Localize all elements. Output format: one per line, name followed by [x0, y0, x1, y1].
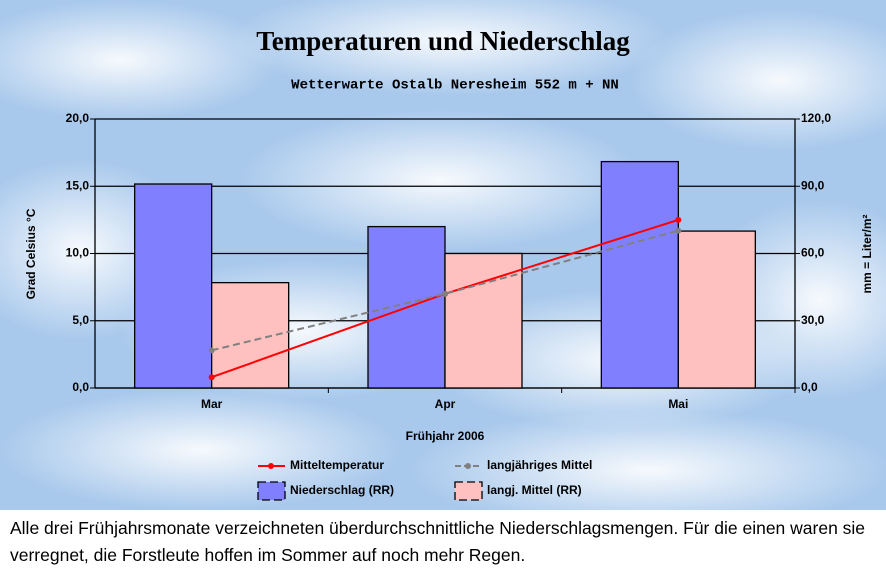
legend-marker	[465, 463, 471, 469]
legend-swatch	[258, 482, 285, 500]
y-tick-label: 5,0	[72, 313, 89, 327]
legend-label: langjähriges Mittel	[487, 458, 592, 472]
bar	[135, 184, 212, 388]
y2-tick-label: 60,0	[801, 246, 825, 260]
legend-label: langj. Mittel (RR)	[487, 483, 582, 497]
chart-subtitle: Wetterwarte Ostalb Neresheim 552 m + NN	[291, 78, 619, 94]
caption: Alle drei Frühjahrsmonate verzeichneten …	[10, 515, 880, 569]
line-marker	[442, 291, 448, 297]
y-tick-label: 15,0	[66, 178, 90, 192]
x-tick-label: Apr	[435, 397, 456, 411]
x-axis-title: Frühjahr 2006	[406, 429, 485, 443]
page: Temperaturen und Niederschlag Wetterwart…	[0, 0, 886, 569]
chart: Temperaturen und Niederschlag Wetterwart…	[0, 0, 886, 510]
legend-swatch	[455, 482, 482, 500]
line-marker	[209, 347, 215, 353]
y-tick-label: 20,0	[66, 111, 90, 125]
line-marker	[675, 228, 681, 234]
y2-tick-label: 120,0	[801, 111, 831, 125]
y2-tick-label: 30,0	[801, 313, 825, 327]
bar	[678, 231, 755, 388]
x-tick-label: Mai	[668, 397, 688, 411]
y-tick-label: 0,0	[72, 380, 89, 394]
chart-title: Temperaturen und Niederschlag	[256, 26, 630, 56]
y2-axis-title: mm = Liter/m²	[860, 214, 874, 293]
line-marker	[675, 217, 681, 223]
legend-label: Niederschlag (RR)	[290, 483, 394, 497]
y2-tick-label: 0,0	[801, 380, 818, 394]
line-marker	[209, 374, 215, 380]
y2-tick-label: 90,0	[801, 178, 825, 192]
y-axis-title: Grad Celsius °C	[24, 208, 38, 299]
x-tick-label: Mar	[201, 397, 223, 411]
y-tick-label: 10,0	[66, 246, 90, 260]
bar	[601, 162, 678, 388]
legend-marker	[268, 463, 274, 469]
legend-label: Mitteltemperatur	[290, 458, 384, 472]
